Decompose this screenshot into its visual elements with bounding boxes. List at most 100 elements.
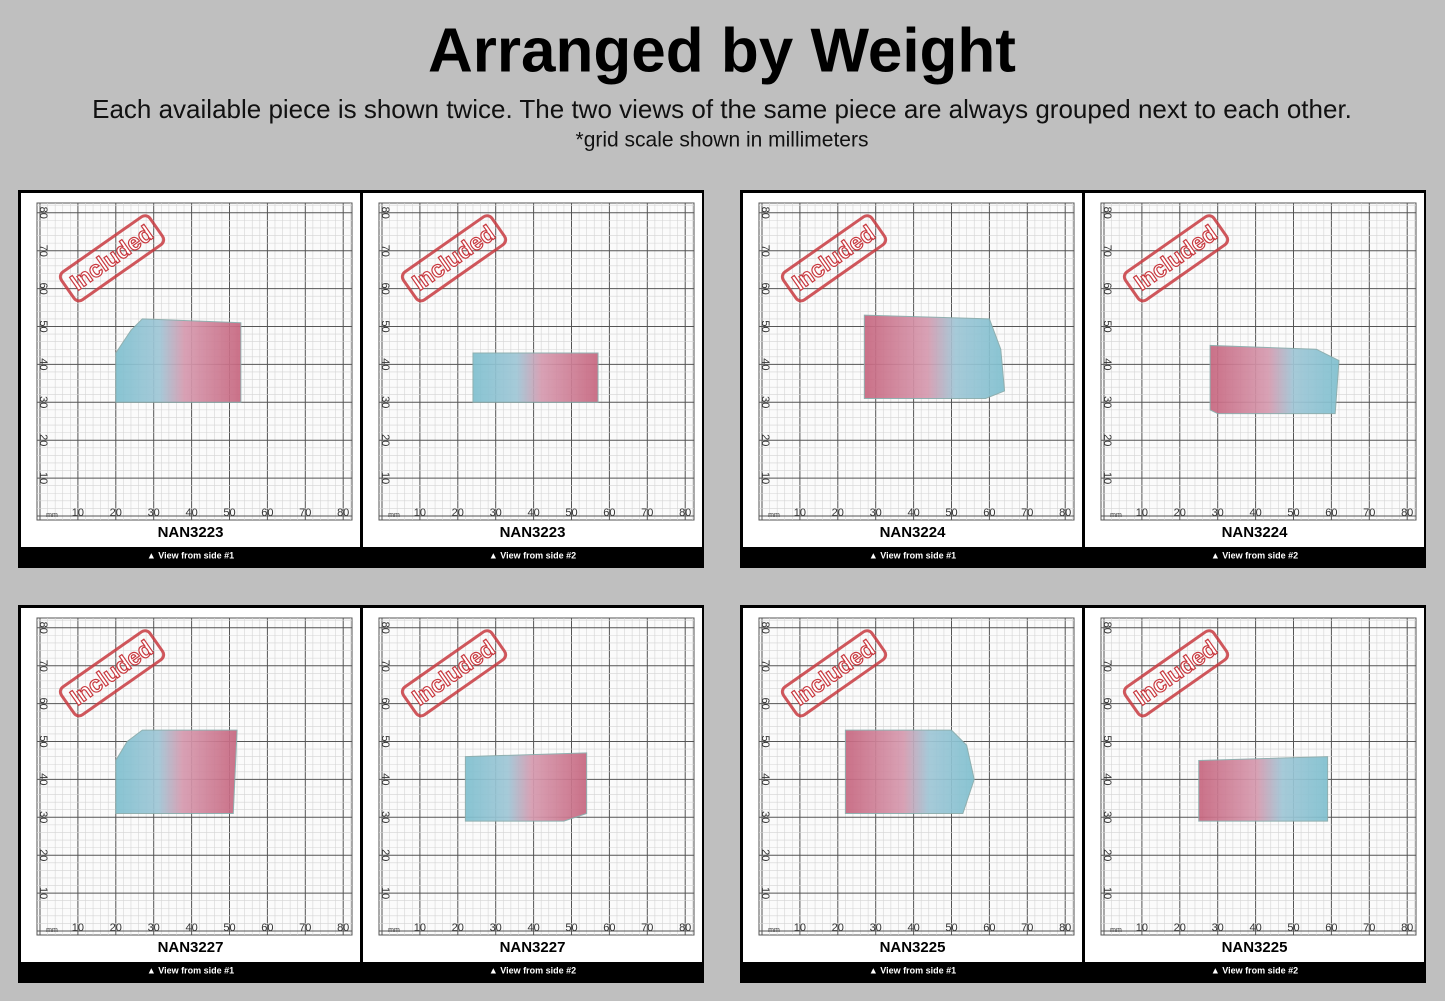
x-scale-label: 30 xyxy=(870,507,882,519)
y-scale-label: 10 xyxy=(379,472,391,484)
x-scale-label: 10 xyxy=(72,922,84,934)
y-scale-label: 60 xyxy=(1101,282,1113,294)
x-scale-label: 20 xyxy=(1174,507,1186,519)
y-scale-label: 80 xyxy=(37,622,49,634)
product-group: 10102020303040405050606070708080mmInclud… xyxy=(740,190,1426,568)
view-panel: 10102020303040405050606070708080mmInclud… xyxy=(743,193,1082,560)
x-scale-label: 70 xyxy=(641,922,653,934)
x-scale-label: 40 xyxy=(527,922,539,934)
view-caption: ▲ View from side #2 xyxy=(1211,965,1298,975)
y-scale-label: 50 xyxy=(37,320,49,332)
unit-label: mm xyxy=(46,512,58,519)
view-caption: ▲ View from side #1 xyxy=(869,550,956,560)
x-scale-label: 30 xyxy=(1212,507,1224,519)
y-scale-label: 10 xyxy=(759,887,771,899)
x-scale-label: 50 xyxy=(1287,922,1299,934)
y-scale-label: 40 xyxy=(379,358,391,370)
y-scale-label: 50 xyxy=(759,735,771,747)
view-panel: 10102020303040405050606070708080mmInclud… xyxy=(363,193,702,560)
view-panel: 10102020303040405050606070708080mmInclud… xyxy=(363,608,702,975)
x-scale-label: 20 xyxy=(452,507,464,519)
product-group: 10102020303040405050606070708080mmInclud… xyxy=(18,605,704,983)
x-scale-label: 70 xyxy=(299,507,311,519)
stamp-border xyxy=(1122,214,1230,303)
piece-label: NAN3223 xyxy=(158,524,224,541)
x-scale-label: 20 xyxy=(452,922,464,934)
x-scale-label: 80 xyxy=(679,922,691,934)
stamp-border xyxy=(58,629,166,718)
x-scale-label: 50 xyxy=(1287,507,1299,519)
y-scale-label: 20 xyxy=(1101,849,1113,861)
y-scale-label: 10 xyxy=(1101,887,1113,899)
stamp-border xyxy=(780,214,888,303)
x-scale-label: 60 xyxy=(261,922,273,934)
x-scale-label: 30 xyxy=(490,922,502,934)
stone-photo xyxy=(472,352,599,403)
x-scale-label: 60 xyxy=(603,922,615,934)
x-scale-label: 80 xyxy=(679,507,691,519)
x-scale-label: 80 xyxy=(1059,507,1071,519)
y-scale-label: 60 xyxy=(379,282,391,294)
stone-photo xyxy=(115,729,238,815)
y-scale-label: 50 xyxy=(1101,320,1113,332)
x-scale-label: 30 xyxy=(1212,922,1224,934)
stamp-border xyxy=(1122,629,1230,718)
view-panel: 10102020303040405050606070708080mmInclud… xyxy=(743,608,1082,975)
x-scale-label: 60 xyxy=(261,507,273,519)
x-scale-label: 40 xyxy=(185,922,197,934)
view-caption: ▲ View from side #2 xyxy=(489,550,576,560)
y-scale-label: 50 xyxy=(1101,735,1113,747)
stamp-border xyxy=(58,214,166,303)
x-scale-label: 60 xyxy=(983,922,995,934)
y-scale-label: 40 xyxy=(1101,358,1113,370)
x-scale-label: 10 xyxy=(1136,507,1148,519)
stamp-border xyxy=(780,629,888,718)
y-scale-label: 30 xyxy=(379,811,391,823)
x-scale-label: 30 xyxy=(148,507,160,519)
y-scale-label: 40 xyxy=(37,358,49,370)
stone-photo xyxy=(115,318,242,403)
unit-label: mm xyxy=(1110,512,1122,519)
y-scale-label: 80 xyxy=(1101,622,1113,634)
x-scale-label: 40 xyxy=(1249,507,1261,519)
y-scale-label: 20 xyxy=(1101,434,1113,446)
x-scale-label: 20 xyxy=(832,922,844,934)
x-scale-label: 40 xyxy=(907,922,919,934)
y-scale-label: 70 xyxy=(1101,245,1113,257)
y-scale-label: 70 xyxy=(759,660,771,672)
y-scale-label: 60 xyxy=(37,697,49,709)
y-scale-label: 30 xyxy=(37,396,49,408)
x-scale-label: 10 xyxy=(414,507,426,519)
x-scale-label: 50 xyxy=(945,507,957,519)
y-scale-label: 10 xyxy=(379,887,391,899)
y-scale-label: 60 xyxy=(759,282,771,294)
x-scale-label: 40 xyxy=(185,507,197,519)
view-caption: ▲ View from side #2 xyxy=(1211,550,1298,560)
y-scale-label: 80 xyxy=(37,207,49,219)
x-scale-label: 20 xyxy=(1174,922,1186,934)
view-caption: ▲ View from side #1 xyxy=(147,965,234,975)
x-scale-label: 60 xyxy=(983,507,995,519)
x-scale-label: 50 xyxy=(565,922,577,934)
x-scale-label: 10 xyxy=(794,922,806,934)
y-scale-label: 40 xyxy=(759,358,771,370)
unit-label: mm xyxy=(46,927,58,934)
x-scale-label: 80 xyxy=(1401,507,1413,519)
y-scale-label: 70 xyxy=(37,660,49,672)
y-scale-label: 40 xyxy=(1101,773,1113,785)
y-scale-label: 70 xyxy=(37,245,49,257)
y-scale-label: 10 xyxy=(37,887,49,899)
x-scale-label: 80 xyxy=(337,507,349,519)
x-scale-label: 50 xyxy=(223,922,235,934)
view-panel: 10102020303040405050606070708080mmInclud… xyxy=(21,193,360,560)
y-scale-label: 40 xyxy=(379,773,391,785)
y-scale-label: 60 xyxy=(37,282,49,294)
view-caption: ▲ View from side #2 xyxy=(489,965,576,975)
y-scale-label: 20 xyxy=(379,849,391,861)
x-scale-label: 60 xyxy=(1325,507,1337,519)
stone-photo xyxy=(1198,756,1329,822)
view-caption: ▲ View from side #1 xyxy=(147,550,234,560)
x-scale-label: 80 xyxy=(1059,922,1071,934)
x-scale-label: 10 xyxy=(414,922,426,934)
